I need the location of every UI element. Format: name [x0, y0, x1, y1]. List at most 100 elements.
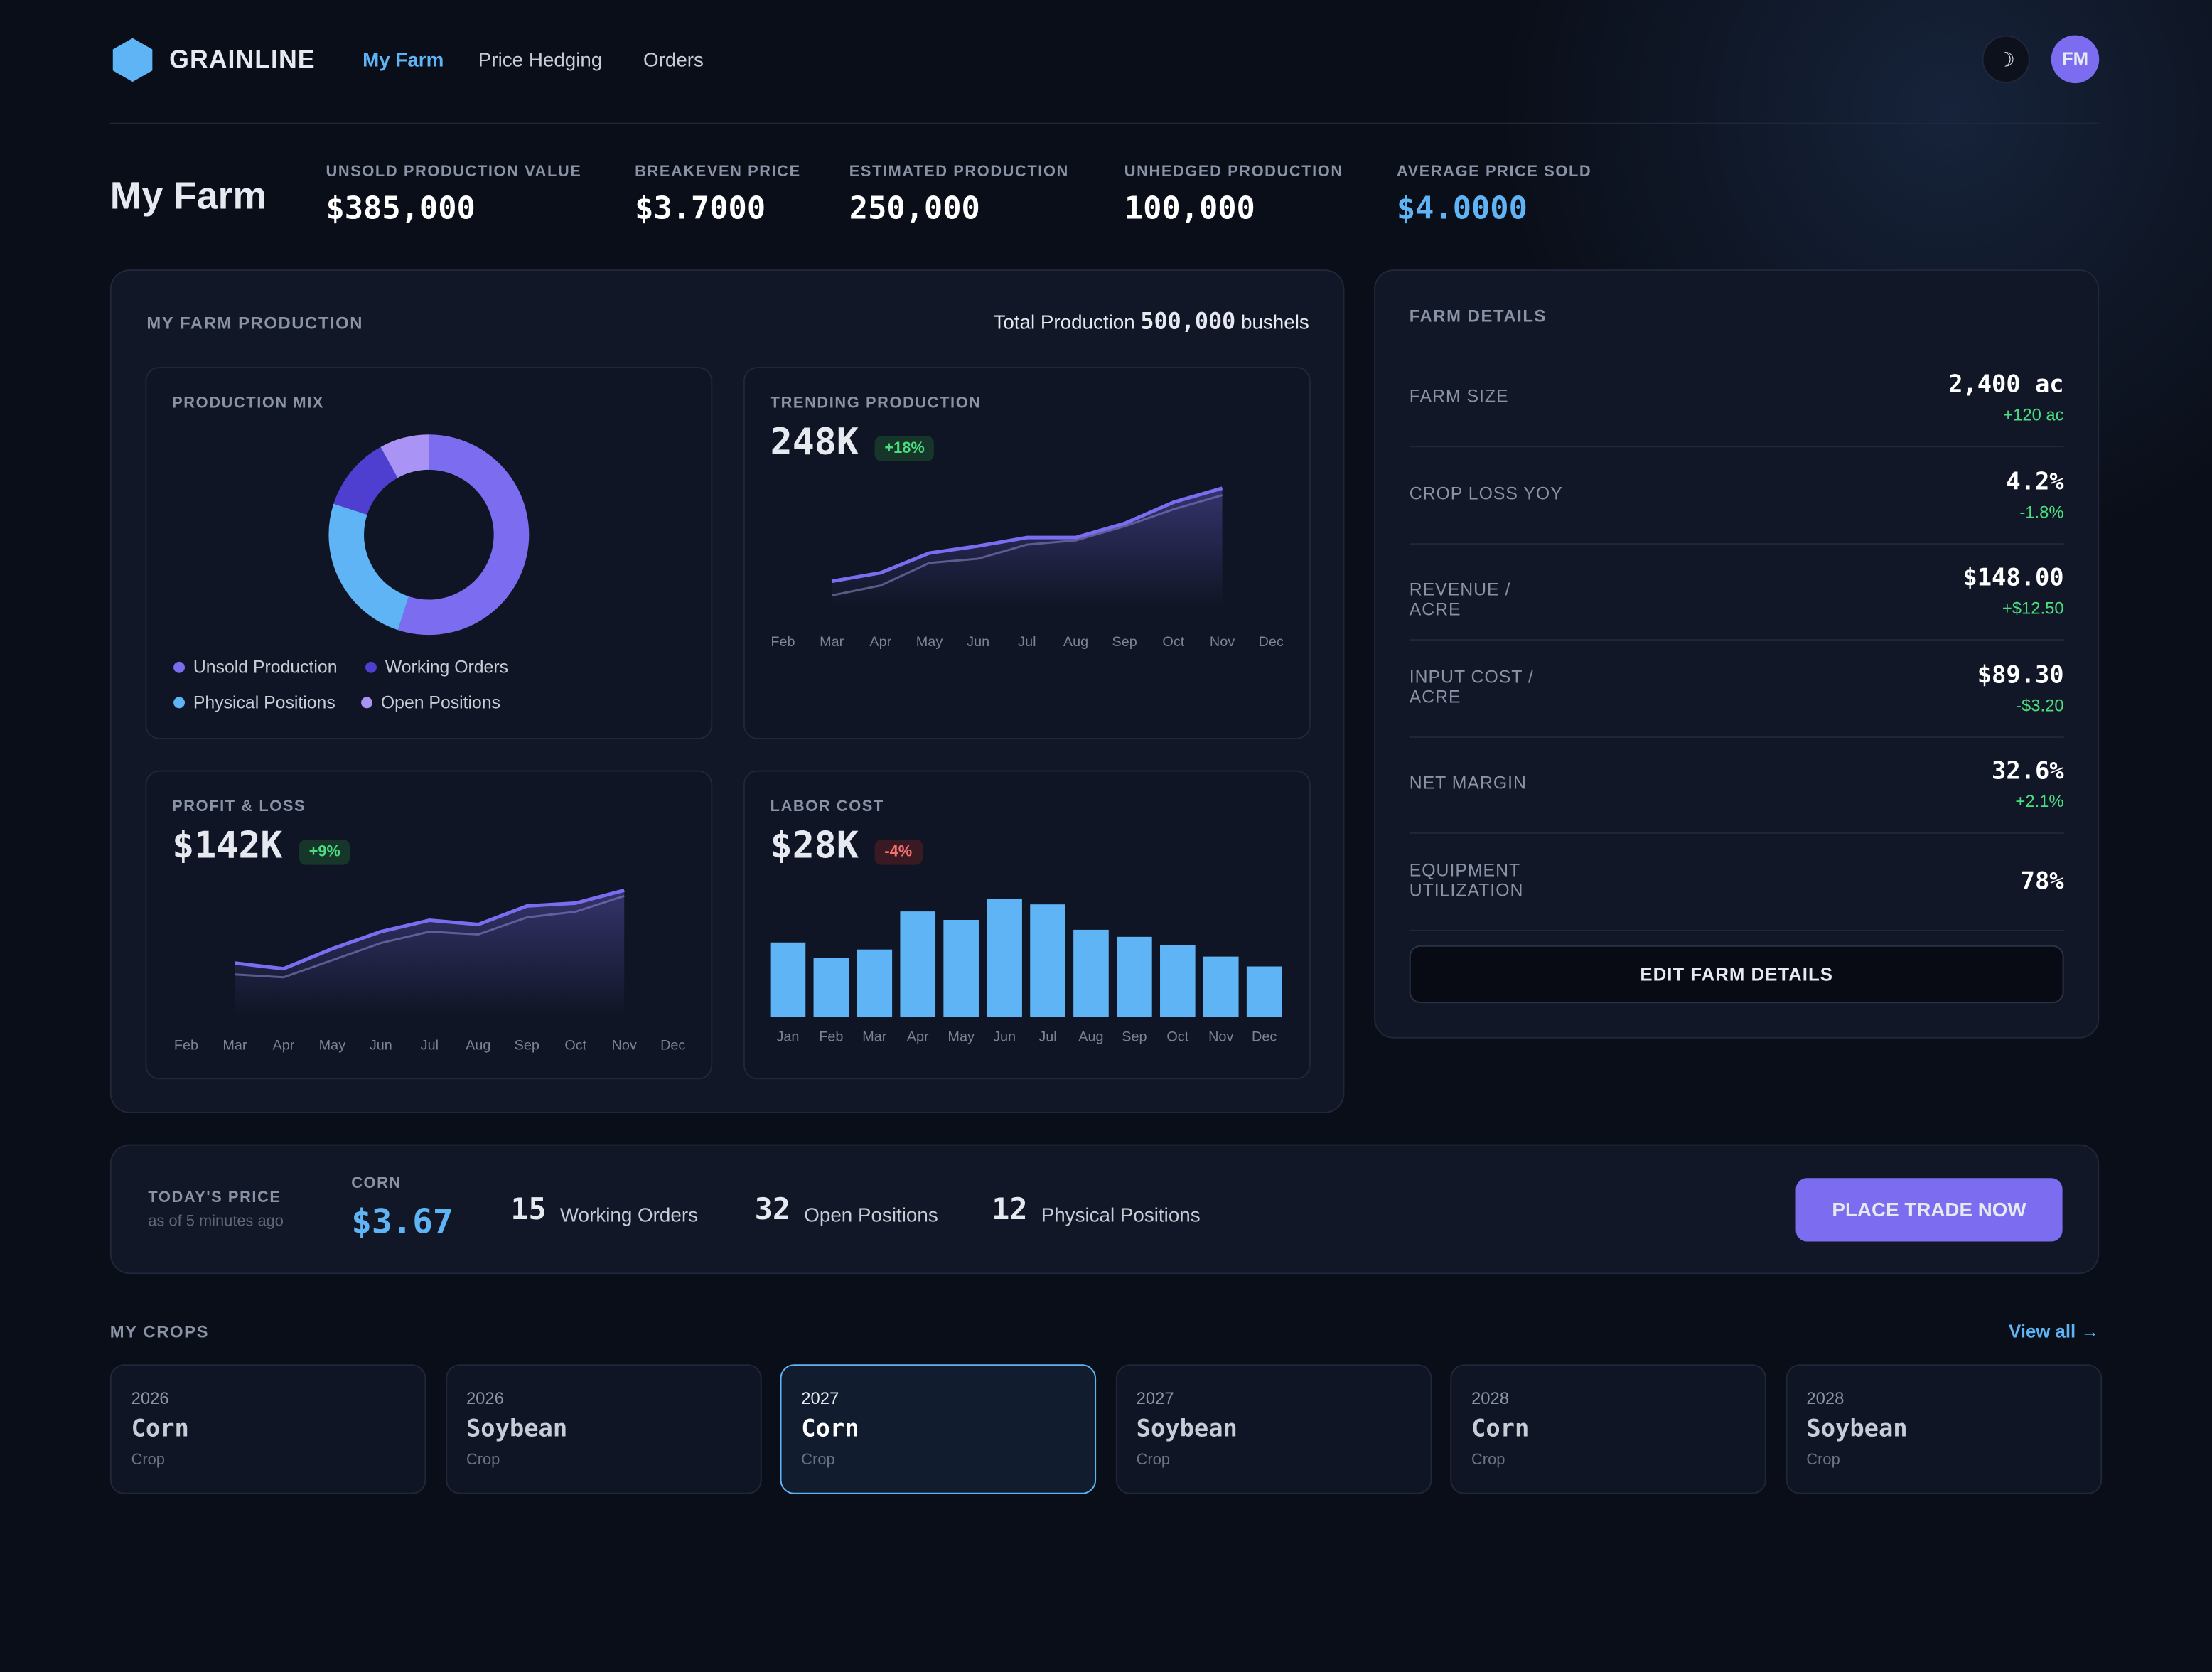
stat-value: $3.7000: [635, 191, 766, 227]
production-mix-card: PRODUCTION MIX Unsold Production Working O…: [145, 367, 713, 739]
crop-sub: Crop: [1806, 1452, 1840, 1469]
crop-year: 2026: [131, 1388, 169, 1408]
x-label: Aug: [466, 1038, 490, 1054]
trade-button[interactable]: PLACE TRADE NOW: [1795, 1178, 2063, 1242]
x-label: Mar: [820, 634, 844, 650]
bar: [943, 920, 979, 1017]
detail-value: 2,400 ac: [1948, 370, 2064, 400]
x-label: Sep: [515, 1038, 539, 1054]
x-label: Sep: [1112, 634, 1137, 650]
change-badge: +9%: [299, 839, 350, 865]
row-divider: [1409, 736, 2064, 738]
x-label: Jun: [967, 634, 989, 650]
nav-link[interactable]: Orders: [643, 48, 704, 71]
avatar[interactable]: FM: [2051, 35, 2100, 84]
x-label: Dec: [660, 1038, 685, 1054]
stat-value: 100,000: [1124, 191, 1255, 227]
brand: GRAINLINE: [169, 45, 316, 74]
crop-year: 2027: [1136, 1388, 1174, 1408]
bar-chart: Jan Feb Mar Apr May Jun Jul Aug Sep Oct Nov Dec: [770, 899, 1282, 1045]
theme-toggle[interactable]: ☽: [1982, 35, 2030, 84]
view-all[interactable]: View all →: [2009, 1320, 2100, 1342]
count-label: Physical Positions: [1041, 1203, 1201, 1226]
detail-change: -$3.20: [2016, 695, 2064, 715]
x-label: Jul: [421, 1038, 439, 1054]
donut-slice: [380, 434, 430, 478]
crop-card[interactable]: 2027 Soybean Crop: [1115, 1364, 1432, 1494]
donut-slice: [333, 446, 399, 515]
x-label: Apr: [272, 1038, 294, 1054]
donut-chart: Unsold Production Working Orders Physical …: [173, 434, 530, 712]
crop-card[interactable]: 2028 Corn Crop: [1450, 1364, 1766, 1494]
legend-dot: [173, 661, 185, 673]
farm-details-panel: FARM DETAILS EDIT FARM DETAILS FARM SIZE…: [1374, 269, 2100, 1039]
x-label: Dec: [1252, 1029, 1277, 1045]
card-title: TRENDING PRODUCTION: [770, 395, 982, 412]
stat-label: UNSOLD PRODUCTION VALUE: [326, 164, 582, 181]
bar: [813, 958, 849, 1017]
crop-year: 2027: [801, 1388, 839, 1408]
count-value: 32: [754, 1192, 791, 1226]
stat-label: BREAKEVEN PRICE: [635, 164, 801, 181]
bar: [1030, 904, 1065, 1017]
bar: [1073, 929, 1109, 1017]
stat-label: AVERAGE PRICE SOLD: [1396, 164, 1592, 181]
crop-card[interactable]: 2028 Soybean Crop: [1785, 1364, 2102, 1494]
bar: [987, 899, 1022, 1017]
detail-value: 4.2%: [2006, 468, 2064, 496]
logo: [112, 38, 153, 82]
line-chart: Feb Mar Apr May Jun Jul Aug Sep Oct Nov Dec: [771, 486, 1284, 650]
legend-label: Physical Positions: [193, 693, 335, 712]
x-label: Aug: [1063, 634, 1088, 650]
legend-label: Working Orders: [385, 658, 508, 677]
legend-dot: [361, 697, 372, 709]
crop-name: Soybean: [1806, 1415, 1908, 1444]
panel-title: MY FARM PRODUCTION: [146, 313, 364, 333]
x-label: Nov: [1210, 634, 1235, 650]
labor-card: LABOR COST $28K -4% Jan Feb Mar Apr May Jun Jul Au…: [743, 770, 1311, 1080]
crop-year: 2026: [466, 1388, 504, 1408]
row-divider: [1409, 639, 2064, 641]
crop-label: CORN: [351, 1175, 402, 1193]
stat-value: $385,000: [326, 191, 476, 227]
area: [832, 488, 1223, 609]
bar: [1246, 966, 1282, 1017]
detail-change: +$12.50: [2002, 598, 2064, 618]
x-label: Sep: [1122, 1029, 1147, 1045]
stat-label: UNHEDGED PRODUCTION: [1124, 164, 1343, 181]
detail-value: $148.00: [1963, 564, 2064, 593]
crop-year: 2028: [1471, 1388, 1510, 1408]
crop-card[interactable]: 2026 Corn Crop: [109, 1364, 426, 1494]
page-title: My Farm: [109, 175, 267, 218]
detail-change: +120 ac: [2003, 404, 2064, 425]
crop-name: Corn: [801, 1415, 859, 1444]
crop-name: Corn: [131, 1415, 189, 1444]
stat-value: $4.0000: [1396, 191, 1528, 227]
total-value: 500,000: [1140, 307, 1236, 335]
legend-label: Open Positions: [381, 693, 500, 712]
bar: [900, 911, 936, 1017]
detail-value: 32.6%: [1992, 758, 2064, 787]
stat-label: ESTIMATED PRODUCTION: [849, 164, 1069, 181]
x-label: Oct: [564, 1038, 586, 1054]
card-value: $28K: [770, 825, 859, 868]
detail-label: EQUIPMENT UTILIZATION: [1409, 860, 1524, 901]
crop-name: Soybean: [1136, 1415, 1237, 1444]
detail-change: -1.8%: [2019, 501, 2064, 522]
nav-link[interactable]: Price Hedging: [478, 48, 603, 71]
line: [235, 888, 625, 971]
x-label: Jan: [776, 1029, 799, 1045]
crop-card[interactable]: 2027 Corn Crop: [780, 1364, 1097, 1494]
row-divider: [1409, 542, 2064, 545]
x-label: Mar: [222, 1038, 247, 1054]
nav-link[interactable]: My Farm: [363, 48, 444, 71]
card-title: LABOR COST: [770, 798, 884, 816]
legend-label: Unsold Production: [193, 658, 338, 677]
crop-card[interactable]: 2026 Soybean Crop: [445, 1364, 761, 1494]
total-unit: bushels: [1241, 310, 1309, 333]
edit-button[interactable]: EDIT FARM DETAILS: [1409, 945, 2064, 1004]
donut-slice: [397, 434, 530, 636]
price-bar: TODAY'S PRICE as of 5 minutes ago CORN $…: [109, 1144, 2100, 1275]
detail-label: FARM SIZE: [1409, 386, 1509, 407]
